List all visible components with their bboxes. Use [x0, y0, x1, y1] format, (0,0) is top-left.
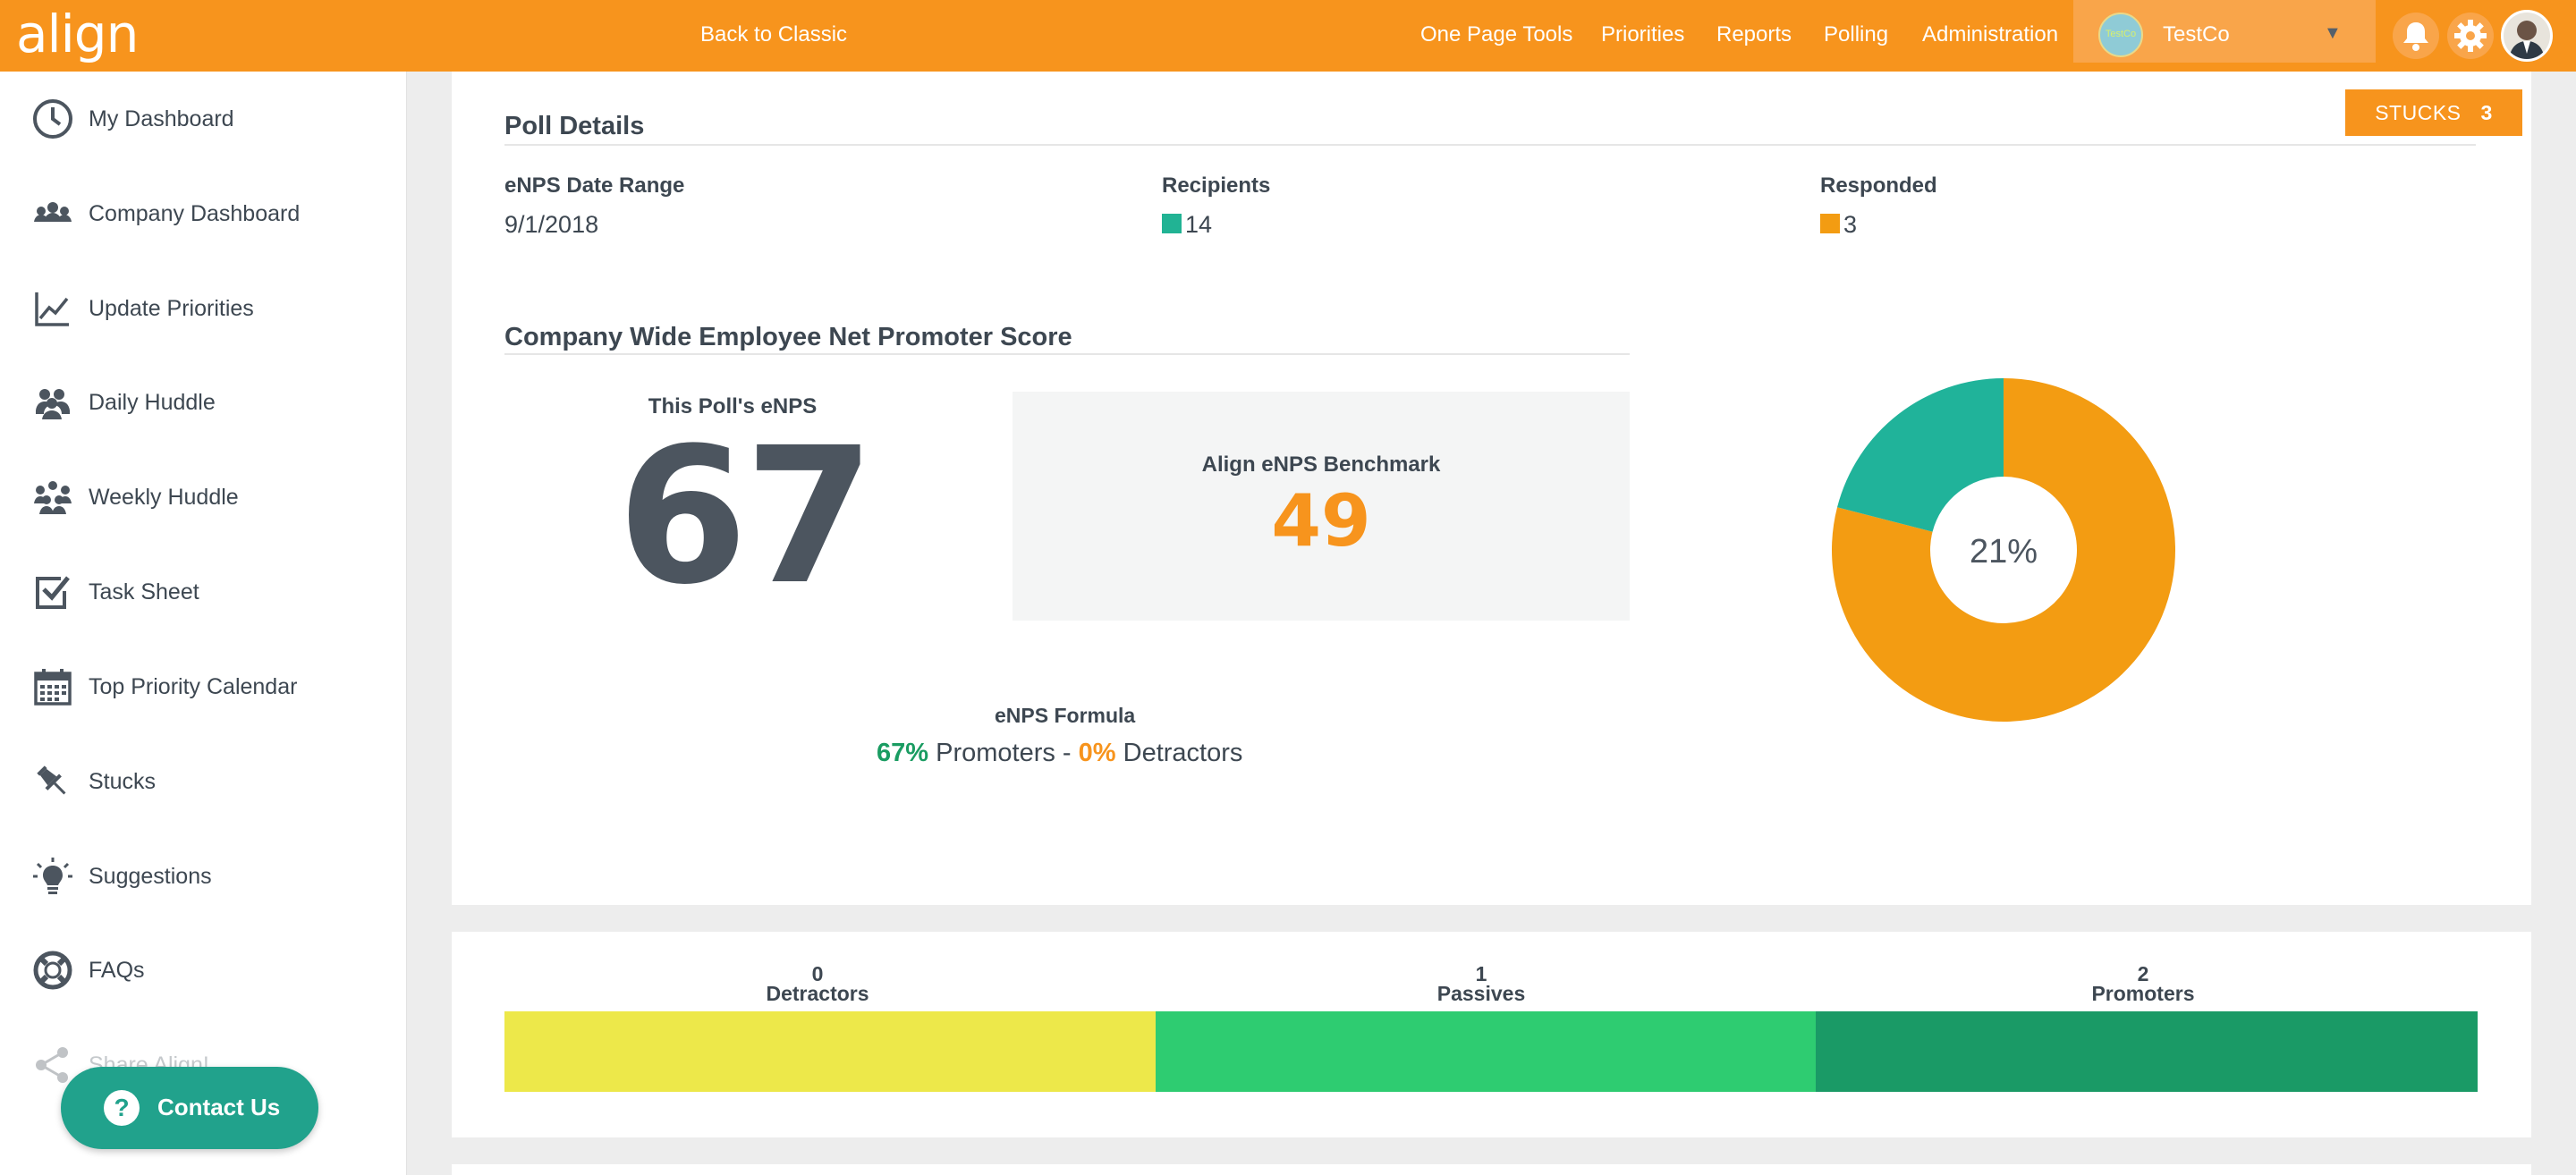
sidebar-item-label: FAQs	[89, 958, 145, 983]
sidebar-item-label: Company Dashboard	[89, 201, 301, 226]
company-logo: TestCo	[2098, 13, 2143, 57]
dashboard-clock-icon	[33, 99, 72, 139]
formula-label: eNPS Formula	[995, 704, 1136, 727]
donut-segment-rest	[1832, 378, 2175, 722]
calendar-icon	[34, 669, 72, 706]
sidebar-item-weekly-huddle[interactable]: Weekly Huddle	[0, 461, 407, 532]
stucks-button[interactable]: STUCKS 3	[2345, 89, 2522, 136]
lifebuoy-icon	[33, 951, 72, 990]
promoters-bar	[1816, 1011, 2478, 1092]
sidebar-item-label: Daily Huddle	[89, 390, 216, 415]
sidebar-item-my-dashboard[interactable]: My Dashboard	[0, 82, 407, 154]
sidebar-item-label: Suggestions	[89, 864, 212, 889]
nav-polling[interactable]: Polling	[1824, 22, 1889, 46]
poll-enps-value: 67	[617, 407, 875, 626]
responded-legend-swatch	[1820, 214, 1840, 233]
bell-icon[interactable]	[2393, 13, 2439, 59]
recipients-legend-swatch	[1162, 214, 1182, 233]
sidebar-item-suggestions[interactable]: Suggestions	[0, 840, 407, 911]
pin-icon	[37, 765, 66, 795]
donut-segment-responded	[1837, 378, 2004, 532]
passives-bar	[1156, 1011, 1816, 1092]
contact-us-button[interactable]: ? Contact Us	[61, 1067, 318, 1149]
next-card	[452, 1164, 2531, 1175]
benchmark-value: 49	[1271, 479, 1371, 562]
formula-detractors-text: Detractors	[1123, 739, 1243, 767]
sidebar-item-label: Top Priority Calendar	[89, 674, 298, 699]
sidebar-item-top-priority-calendar[interactable]: Top Priority Calendar	[0, 650, 407, 722]
formula-promoters-text: Promoters -	[936, 739, 1072, 767]
detractors-label: Detractors	[766, 982, 869, 1005]
recipients-label: Recipients	[1162, 173, 1271, 198]
poll-details-title: Poll Details	[504, 112, 645, 140]
detractors-count: 0	[811, 962, 824, 985]
stucks-count: 3	[2480, 100, 2493, 124]
sidebar-item-company-dashboard[interactable]: Company Dashboard	[0, 177, 407, 249]
back-to-classic-link[interactable]: Back to Classic	[700, 22, 848, 46]
nav-administration[interactable]: Administration	[1922, 22, 2059, 46]
sidebar-item-label: My Dashboard	[89, 106, 234, 131]
passives-label: Passives	[1436, 982, 1526, 1005]
nav-priorities[interactable]: Priorities	[1601, 22, 1685, 46]
responded-label: Responded	[1820, 173, 1937, 198]
sidebar-item-label: Weekly Huddle	[89, 485, 239, 510]
checkbox-icon	[36, 576, 70, 609]
detractors-count-label: 0 Detractors	[504, 962, 1131, 1005]
recipients-value: 14	[1185, 211, 1213, 238]
formula-promoters-pct: 67%	[877, 739, 929, 767]
divider	[504, 353, 1630, 355]
user-avatar[interactable]	[2501, 10, 2553, 62]
question-icon: ?	[104, 1090, 140, 1126]
benchmark-box: Align eNPS Benchmark 49	[1013, 392, 1630, 621]
contact-us-label: Contact Us	[157, 1094, 281, 1120]
nav-one-page-tools[interactable]: One Page Tools	[1420, 22, 1573, 46]
nav-reports[interactable]: Reports	[1716, 22, 1792, 46]
formula-line: 67% Promoters - 0% Detractors	[877, 739, 1242, 768]
response-donut-chart: 21%	[1832, 378, 2175, 722]
chevron-down-icon: ▼	[2324, 23, 2342, 43]
team-icon	[34, 481, 72, 514]
sidebar-item-update-priorities[interactable]: Update Priorities	[0, 272, 407, 343]
sidebar-item-label: Task Sheet	[89, 579, 199, 604]
lightbulb-icon	[33, 858, 72, 894]
company-name: TestCo	[2163, 22, 2230, 46]
sidebar-item-daily-huddle[interactable]: Daily Huddle	[0, 366, 407, 437]
donut-center-label: 21%	[1970, 533, 2038, 571]
enps-section-title: Company Wide Employee Net Promoter Score	[504, 323, 1072, 351]
responded-value: 3	[1843, 211, 1858, 238]
date-range-value: 9/1/2018	[504, 211, 599, 238]
align-logo[interactable]: align	[16, 4, 139, 64]
detractors-bar	[504, 1011, 1156, 1092]
stucks-label: STUCKS	[2375, 100, 2462, 124]
line-chart-icon	[35, 292, 69, 326]
recipients-value-row: 14	[1162, 211, 1212, 239]
promoters-count: 2	[2137, 962, 2149, 985]
passives-count: 1	[1475, 962, 1487, 985]
sidebar-item-label: Stucks	[89, 769, 157, 794]
benchmark-label: Align eNPS Benchmark	[1201, 452, 1441, 477]
date-range-label: eNPS Date Range	[504, 173, 685, 198]
group-icon	[36, 389, 70, 419]
divider	[504, 144, 2476, 146]
sidebar-item-stucks[interactable]: Stucks	[0, 745, 407, 816]
company-people-icon	[34, 202, 72, 222]
gear-icon[interactable]	[2447, 13, 2494, 59]
passives-count-label: 1 Passives	[1168, 962, 1794, 1005]
sidebar-item-label: Update Priorities	[89, 296, 254, 321]
company-switcher[interactable]: TestCo TestCo ▼	[2073, 0, 2376, 63]
sidebar-item-task-sheet[interactable]: Task Sheet	[0, 555, 407, 627]
responded-value-row: 3	[1820, 211, 1857, 239]
poll-enps-label: This Poll's eNPS	[648, 394, 818, 418]
sidebar-item-faqs[interactable]: FAQs	[0, 934, 407, 1005]
promoters-label: Promoters	[2091, 982, 2195, 1005]
top-bar: align Back to Classic One Page Tools Pri…	[0, 0, 2576, 72]
promoters-count-label: 2 Promoters	[1830, 962, 2456, 1005]
formula-detractors-pct: 0%	[1078, 739, 1116, 767]
share-icon	[36, 1047, 68, 1083]
sidebar: My Dashboard Company Dashboard Update Pr…	[0, 72, 407, 1175]
